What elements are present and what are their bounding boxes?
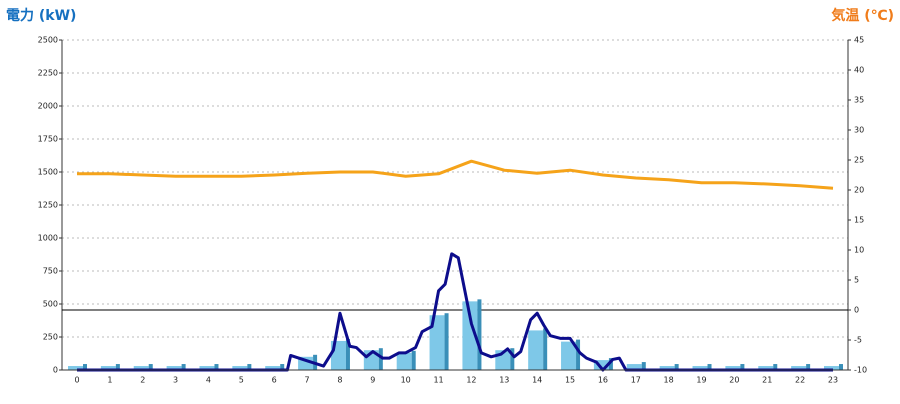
bar-side — [839, 364, 843, 370]
bar — [561, 341, 577, 370]
y-tick-label: 1750 — [38, 135, 58, 144]
y-tick-label: 750 — [43, 267, 58, 276]
x-tick-label: 11 — [433, 376, 443, 385]
x-tick-label: 18 — [664, 376, 674, 385]
bar-side — [378, 348, 383, 370]
bar-side — [477, 299, 482, 370]
bar-side — [806, 364, 811, 370]
y2-tick-label: -5 — [854, 336, 862, 345]
bar-side — [543, 328, 548, 370]
y-tick-label: 2250 — [38, 69, 58, 78]
y2-tick-label: 5 — [854, 276, 859, 285]
x-tick-label: 15 — [565, 376, 575, 385]
bar-side — [510, 348, 515, 370]
y2-tick-label: 30 — [854, 126, 864, 135]
bar — [68, 366, 83, 370]
y2-tick-label: -10 — [854, 366, 867, 375]
bar — [429, 315, 445, 370]
x-tick-label: 22 — [795, 376, 805, 385]
x-tick-label: 7 — [305, 376, 310, 385]
x-tick-label: 5 — [239, 376, 244, 385]
x-tick-label: 20 — [729, 376, 739, 385]
x-tick-label: 2 — [140, 376, 145, 385]
y-axis-title: 電力 (kW) — [6, 7, 76, 24]
x-tick-label: 14 — [532, 376, 542, 385]
bar — [133, 366, 149, 370]
y2-axis-title: 気温 (℃) — [831, 7, 894, 24]
bar-side — [411, 350, 416, 370]
bar-side — [608, 358, 613, 370]
bar — [659, 366, 675, 370]
bar-side — [576, 339, 581, 370]
x-tick-label: 9 — [370, 376, 375, 385]
x-tick-label: 6 — [272, 376, 277, 385]
y2-tick-label: 0 — [854, 306, 859, 315]
x-tick-label: 21 — [762, 376, 772, 385]
y-tick-label: 250 — [43, 333, 58, 342]
y2-tick-label: 40 — [854, 66, 864, 75]
y-tick-label: 0 — [53, 366, 58, 375]
bar — [626, 364, 642, 370]
bar-side — [148, 364, 153, 370]
y2-tick-label: 20 — [854, 186, 864, 195]
bar — [462, 301, 478, 370]
bar — [199, 366, 215, 370]
y-tick-label: 1000 — [38, 234, 58, 243]
x-tick-label: 16 — [598, 376, 608, 385]
bar-side — [181, 364, 186, 370]
bar — [725, 366, 741, 370]
x-tick-label: 3 — [173, 376, 178, 385]
bar — [593, 360, 609, 370]
bar — [166, 366, 182, 370]
x-tick-label: 17 — [631, 376, 641, 385]
bar-side — [707, 364, 712, 370]
y2-tick-label: 45 — [854, 36, 864, 45]
y-tick-label: 2000 — [38, 102, 58, 111]
x-tick-label: 0 — [74, 376, 79, 385]
bar — [824, 366, 839, 370]
bar-side — [740, 364, 745, 370]
bar-side — [641, 362, 646, 370]
bar — [100, 366, 116, 370]
bar — [528, 330, 544, 370]
bar-side — [247, 364, 252, 370]
bar-side — [214, 364, 219, 370]
x-tick-label: 10 — [401, 376, 411, 385]
y2-tick-label: 10 — [854, 246, 864, 255]
x-tick-label: 8 — [337, 376, 342, 385]
bar — [396, 352, 412, 370]
line — [77, 252, 833, 372]
y2-tick-label: 15 — [854, 216, 864, 225]
y-tick-label: 1500 — [38, 168, 58, 177]
x-tick-label: 1 — [107, 376, 112, 385]
bar — [692, 366, 708, 370]
bar — [791, 366, 807, 370]
y2-tick-label: 25 — [854, 156, 864, 165]
bar — [265, 366, 281, 370]
y2-tick-label: 35 — [854, 96, 864, 105]
bar — [232, 366, 248, 370]
bar-side — [444, 313, 449, 370]
x-tick-label: 4 — [206, 376, 211, 385]
bar-side — [674, 364, 679, 370]
bar-side — [280, 364, 285, 370]
bar — [758, 366, 774, 370]
bar-side — [773, 364, 778, 370]
x-tick-label: 23 — [828, 376, 838, 385]
y-tick-label: 500 — [43, 300, 58, 309]
bar-side — [83, 364, 87, 370]
bar-side — [345, 338, 350, 370]
y-tick-label: 1250 — [38, 201, 58, 210]
y-tick-label: 2500 — [38, 36, 58, 45]
bar-side — [115, 364, 120, 370]
x-tick-label: 19 — [696, 376, 706, 385]
line — [77, 159, 834, 190]
x-tick-label: 13 — [499, 376, 509, 385]
x-tick-label: 12 — [466, 376, 476, 385]
